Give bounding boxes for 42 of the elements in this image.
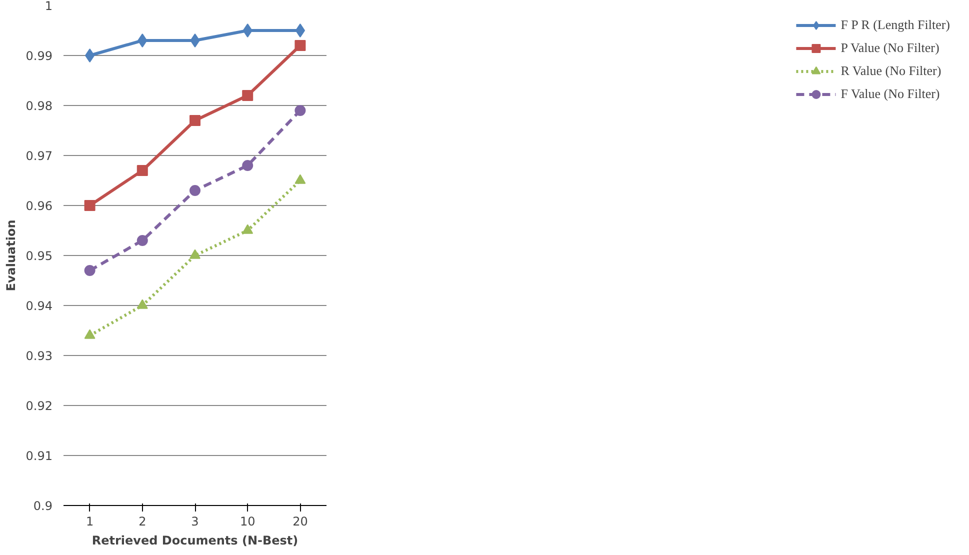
y-tick-label: 0.99 — [26, 49, 52, 63]
x-tick-label: 3 — [191, 514, 199, 528]
point — [84, 265, 96, 276]
point — [136, 299, 148, 309]
x-tick-label: 1 — [86, 514, 94, 528]
y-tick-label: 0.9 — [33, 499, 53, 513]
point — [190, 34, 200, 48]
point — [294, 105, 306, 116]
point — [295, 24, 306, 38]
point — [294, 174, 306, 184]
y-tick-label: 1 — [44, 0, 53, 13]
point — [190, 115, 200, 126]
point — [138, 34, 148, 48]
point — [136, 165, 148, 176]
legend-label: P Value (No Filter) — [840, 40, 940, 56]
y-axis-title: Evaluation — [4, 220, 18, 292]
y-tick-label: 0.95 — [26, 249, 52, 263]
point — [84, 200, 96, 211]
y-tick-label: 0.92 — [26, 399, 52, 413]
x-axis-title: Retrieved Documents (N-Best) — [92, 534, 298, 548]
point — [190, 249, 200, 259]
legend-label: R Value (No Filter) — [840, 63, 942, 79]
y-tick-label: 0.98 — [26, 99, 52, 113]
x-tick-label: 10 — [240, 514, 256, 528]
point — [84, 48, 95, 62]
point — [84, 329, 96, 339]
point — [190, 185, 200, 196]
point — [242, 160, 254, 171]
point — [294, 40, 306, 51]
x-tick-label: 2 — [138, 514, 146, 528]
legend-label: F Value (No Filter) — [840, 86, 940, 102]
y-tick-label: 0.93 — [26, 349, 52, 363]
point — [242, 224, 254, 234]
y-tick-label: 0.94 — [26, 299, 52, 313]
point — [242, 90, 254, 101]
y-tick-label: 0.91 — [26, 449, 52, 463]
y-tick-label: 0.96 — [26, 199, 52, 213]
y-tick-label: 0.97 — [26, 149, 52, 163]
point — [136, 235, 148, 246]
x-tick-label: 20 — [292, 514, 308, 528]
legend-label: F P R (Length Filter) — [840, 17, 950, 33]
point — [242, 24, 252, 38]
